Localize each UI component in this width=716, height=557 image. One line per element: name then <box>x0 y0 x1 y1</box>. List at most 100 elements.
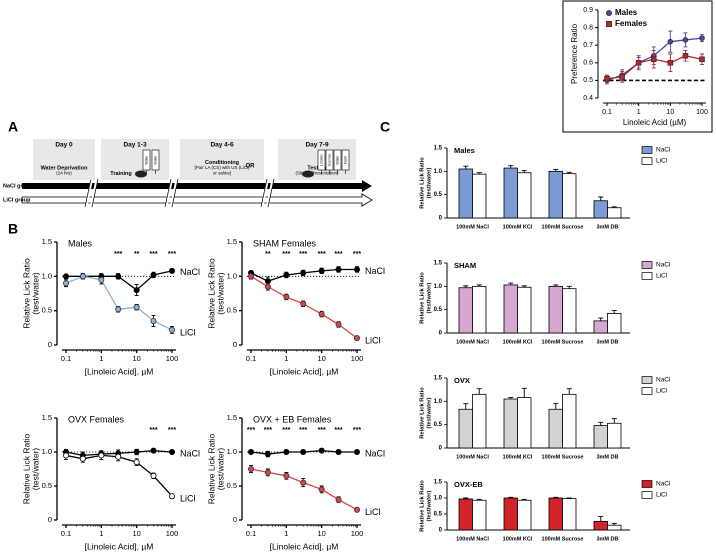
error-bar <box>521 387 527 398</box>
y-tick-label: 1.0 <box>434 284 443 290</box>
chart-title: Males <box>454 146 475 155</box>
x-tick-label: 100mM NaCl <box>456 339 489 345</box>
chart-title: OVX + EB Females <box>253 414 332 424</box>
legend-marker <box>606 9 613 16</box>
data-point <box>619 74 625 80</box>
error-bar <box>508 282 514 285</box>
error-bar <box>521 285 527 288</box>
stage-day: Day 7-9 <box>305 142 329 149</box>
error-bar <box>611 206 617 208</box>
data-point <box>682 52 689 59</box>
legend-swatch <box>641 157 653 165</box>
x-tick-label: 10 <box>132 529 140 538</box>
group-label: LiCl group <box>3 197 31 203</box>
x-tick-label: 0.1 <box>61 529 71 538</box>
data-point <box>283 271 290 278</box>
error-bar <box>566 171 572 174</box>
error-bar <box>476 388 482 395</box>
series-label: LiCl <box>365 507 381 517</box>
inset-frame <box>562 0 713 133</box>
y-tick-label: 0.5 <box>227 306 237 315</box>
bar <box>472 285 487 334</box>
bar <box>458 408 473 449</box>
legend-label: NaCl <box>656 377 671 384</box>
stage-text: Water Deprivation <box>41 165 89 171</box>
legend-swatch <box>641 261 653 269</box>
panel-label: C <box>380 119 390 135</box>
data-point <box>150 317 157 324</box>
data-point <box>650 56 657 63</box>
chart-title: OVX-EB <box>454 480 483 489</box>
y-tick-label: 0 <box>233 515 237 524</box>
legend-label: LiCl <box>656 158 668 165</box>
stage-box <box>180 139 264 180</box>
y-tick-label: 0 <box>439 446 443 452</box>
bar <box>458 498 473 531</box>
data-point <box>150 472 157 479</box>
y-axis-label: Preference Ratio <box>570 23 579 84</box>
x-tick-label: 1 <box>637 109 641 116</box>
nacl-arrow <box>22 180 372 192</box>
x-tick-label: 10 <box>132 354 140 363</box>
bar <box>562 288 577 334</box>
data-point <box>667 60 674 66</box>
y-tick-label: 0.5 <box>434 192 443 198</box>
legend-label: NaCl <box>656 147 671 154</box>
x-tick-label: 3mM DB <box>596 536 618 542</box>
bar <box>503 497 518 531</box>
x-tick-label: 100 <box>166 529 179 538</box>
data-point <box>318 447 325 454</box>
significance: *** <box>299 251 307 258</box>
error-bar <box>463 285 469 288</box>
y-tick-label: 1.0 <box>434 496 443 502</box>
error-bar <box>508 397 514 399</box>
data-point <box>133 459 140 466</box>
bar <box>607 422 622 449</box>
bar <box>607 207 622 219</box>
y-axis-label: (test/water) <box>215 272 225 315</box>
data-point <box>300 448 307 455</box>
mouse-icon <box>135 170 147 178</box>
x-tick-label: 100mM Sucrose <box>542 454 584 460</box>
bottle-label: Water <box>153 155 157 165</box>
x-tick-label: 10 <box>666 109 674 116</box>
error-bar <box>508 165 514 169</box>
data-point <box>168 267 175 274</box>
error-bar <box>521 498 527 501</box>
x-axis-label: [Linoleic Acid], µM <box>85 541 154 551</box>
x-tick-label: 10 <box>317 529 325 538</box>
bar <box>517 172 532 219</box>
y-axis-label: (test/water) <box>427 167 433 198</box>
data-point <box>247 465 254 472</box>
data-point <box>318 486 325 493</box>
data-point <box>98 276 105 283</box>
y-axis-label: (test/water) <box>427 490 433 521</box>
bar <box>458 287 473 334</box>
error-bar <box>566 497 572 499</box>
data-point <box>667 38 674 45</box>
data-point <box>150 447 157 454</box>
y-tick-label: 0.5 <box>434 307 443 313</box>
data-point <box>168 326 175 333</box>
legend-label: NaCl <box>656 262 671 269</box>
bottle-label: Sucrose <box>327 154 331 167</box>
x-tick-label: 0.1 <box>246 529 256 538</box>
data-point <box>168 493 175 500</box>
x-axis-label: Linoleic Acid (µM) <box>623 118 687 127</box>
x-tick-label: 10 <box>317 354 325 363</box>
significance: *** <box>114 251 122 258</box>
legend-swatch <box>641 272 653 280</box>
chart-title: SHAM <box>454 261 476 270</box>
stage-day: Day 4-6 <box>210 142 234 149</box>
mouse-icon <box>302 170 314 178</box>
significance: *** <box>247 427 255 434</box>
y-tick-label: 0 <box>48 515 52 524</box>
y-axis-label: (test/water) <box>427 282 433 313</box>
data-point <box>150 271 157 278</box>
significance: ** <box>134 251 140 258</box>
data-point <box>335 496 342 503</box>
error-bar <box>476 498 482 501</box>
data-point <box>604 75 610 82</box>
data-point <box>283 472 290 479</box>
